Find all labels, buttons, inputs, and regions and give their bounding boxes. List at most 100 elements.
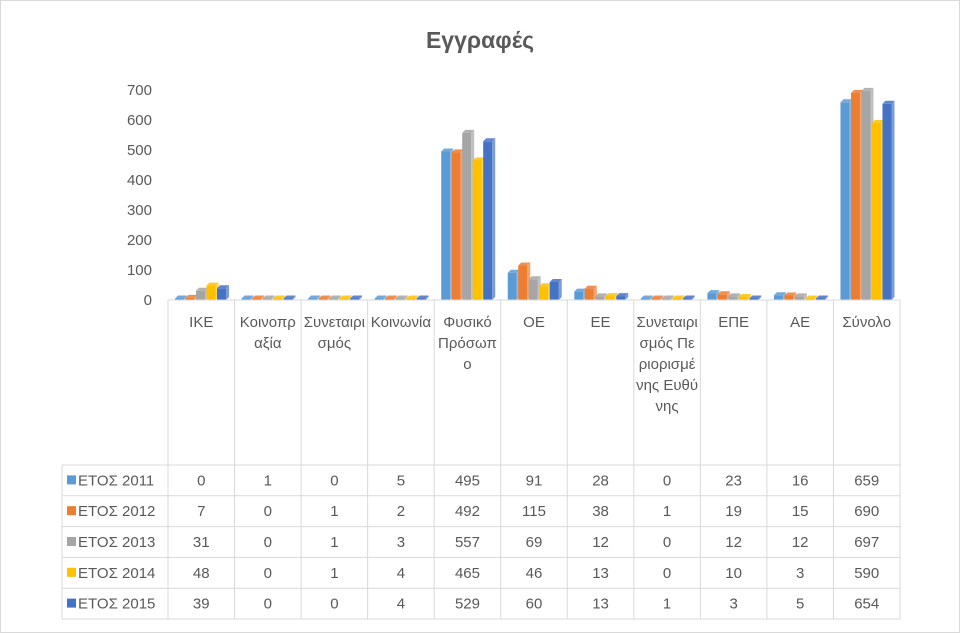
bar (241, 298, 251, 300)
bar (584, 288, 594, 300)
bar-top (707, 290, 720, 294)
data-table-cell: 115 (522, 503, 546, 520)
bar (395, 298, 405, 300)
data-table-cell: 10 (725, 565, 742, 582)
data-table-cell: 3 (397, 534, 405, 551)
bar (518, 265, 528, 300)
legend-label: ΕΤΟΣ 2013 (78, 534, 155, 551)
legend-swatch (67, 506, 76, 516)
data-table-cell: 0 (330, 472, 338, 489)
bar-side (670, 295, 674, 300)
y-tick-label: 700 (127, 82, 152, 99)
bar-side (681, 295, 685, 300)
data-table-cell: 31 (193, 534, 210, 551)
legend-label: ΕΤΟΣ 2014 (78, 565, 155, 582)
bar-top (805, 295, 818, 299)
data-table-cell: 39 (193, 596, 210, 613)
bar-top (661, 295, 674, 299)
bar-top (840, 99, 853, 103)
data-table-cell: 0 (663, 565, 671, 582)
x-category-label: Συνεταιρισμός (303, 314, 365, 352)
bar-top (441, 148, 454, 152)
x-category-label: ΟΕ (523, 314, 545, 331)
bar-top (241, 295, 254, 299)
bar-top (640, 295, 653, 299)
bar (861, 90, 871, 301)
bar (640, 298, 650, 300)
bar (528, 279, 538, 300)
data-table-cell: 1 (663, 503, 671, 520)
bar (871, 123, 881, 300)
bar (385, 298, 395, 300)
bar (574, 291, 584, 300)
bar-top (605, 293, 618, 297)
y-tick-label: 300 (127, 202, 152, 219)
bar-top (794, 293, 807, 297)
data-table-cell: 19 (725, 503, 742, 520)
bar-top (318, 295, 331, 299)
data-table-cell: 654 (854, 596, 879, 613)
data-table-cell: 23 (725, 472, 742, 489)
bar (616, 296, 626, 300)
bar-top (749, 295, 762, 299)
bar (472, 160, 482, 300)
bar (206, 285, 216, 300)
bar-top (175, 295, 188, 299)
bar-top (595, 293, 608, 297)
bar-top (518, 262, 531, 266)
bar (815, 298, 825, 300)
bar-top (262, 295, 275, 299)
bar-side (691, 295, 695, 300)
data-table-cell: 5 (796, 596, 804, 613)
bar (329, 298, 339, 300)
bar-top (861, 87, 874, 91)
data-table-cell: 1 (330, 534, 338, 551)
bar-side (492, 138, 496, 300)
bar-top (539, 283, 552, 287)
bar-top (717, 291, 730, 295)
data-table-cell: 5 (397, 472, 405, 489)
bar (262, 298, 272, 300)
y-tick-label: 500 (127, 142, 152, 159)
data-table-cell: 590 (854, 565, 879, 582)
bar-top (416, 295, 429, 299)
bar (882, 103, 892, 300)
data-table-cell: 465 (455, 565, 480, 582)
bar-side (737, 293, 741, 300)
bar-top (882, 100, 895, 104)
data-table-cell: 1 (663, 596, 671, 613)
bar (773, 295, 783, 300)
bar-side (383, 295, 387, 300)
data-table-cell: 12 (725, 534, 742, 551)
bar-top (672, 295, 685, 299)
x-category-label: Σύνολο (842, 314, 892, 331)
bar (283, 298, 293, 300)
bar-top (728, 293, 741, 297)
bar (661, 298, 671, 300)
bar (549, 282, 559, 300)
bar (217, 288, 227, 300)
data-table-cell: 0 (264, 534, 272, 551)
data-table-cell: 2 (397, 503, 405, 520)
bar-top (308, 295, 321, 299)
bar-top (528, 276, 541, 280)
data-table-cell: 28 (592, 472, 609, 489)
bar (339, 298, 349, 300)
bar-top (483, 138, 496, 142)
legend-swatch (67, 475, 76, 485)
bar-top (651, 295, 664, 299)
bar-side (747, 294, 751, 300)
bar-top (406, 295, 419, 299)
data-table-cell: 48 (193, 565, 210, 582)
legend-swatch (67, 537, 76, 546)
bar-top (185, 294, 198, 298)
bar-side (425, 295, 429, 300)
bar (350, 298, 360, 300)
bar-top (283, 295, 296, 299)
data-table-cell: 557 (455, 534, 480, 551)
x-category-label: Συνεταιρισμός Περιορισμένης Ευθύνης (636, 314, 699, 415)
bar-side (558, 279, 562, 300)
bar-side (726, 291, 730, 300)
data-table-cell: 659 (854, 472, 879, 489)
